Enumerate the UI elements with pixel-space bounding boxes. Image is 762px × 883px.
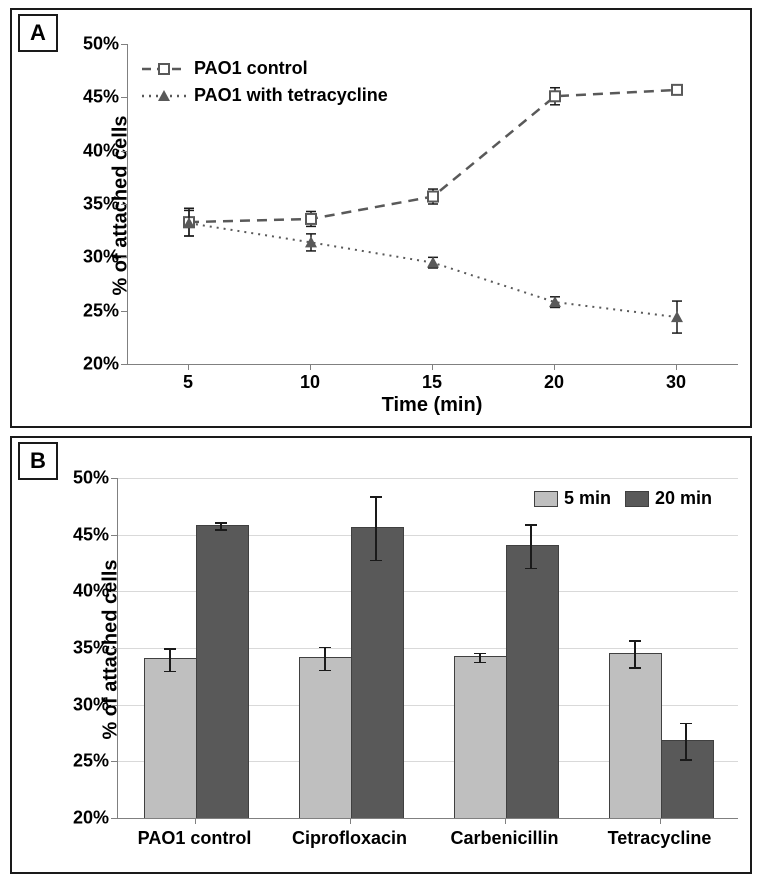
panel-a-xtick: 10 [300,372,320,393]
bar-carbenicillin-20 [506,545,559,818]
panel-b-ytick: 35% [65,638,109,659]
panel-a-xtick: 20 [544,372,564,393]
legend-item: PAO1 with tetracycline [142,85,388,106]
bar-carbenicillin-5 [454,656,507,818]
panel-b-ytick: 50% [65,468,109,489]
panel-b-xtick: Carbenicillin [450,828,558,849]
legend-item: 5 min [534,488,611,509]
panel-b-ytick: 45% [65,524,109,545]
panel-a-xtick: 5 [183,372,193,393]
bar-tetracycline-20 [661,740,714,818]
panel-b-xtick: Tetracycline [608,828,712,849]
bar-ciprofloxacin-20 [351,527,404,818]
panel-a-legend: PAO1 control PAO1 with tetracycline [142,58,388,112]
panel-b-ytick: 20% [65,808,109,829]
panel-a-ytick: 20% [75,354,119,375]
panel-b-xtick: PAO1 control [138,828,252,849]
legend-item: PAO1 control [142,58,388,79]
panel-a-ytick: 30% [75,247,119,268]
figure: A % of attached cells Time (min) PAO1 co… [0,0,762,883]
panel-b-ytick: 30% [65,694,109,715]
series-tetracycline [189,223,677,317]
panel-a-label: A [18,14,58,52]
panel-b-ytick: 40% [65,581,109,602]
panel-a: A % of attached cells Time (min) PAO1 co… [10,8,752,428]
bar-ciprofloxacin-5 [299,657,352,818]
panel-a-ytick: 25% [75,300,119,321]
panel-a-ytick: 50% [75,34,119,55]
panel-a-xtick: 15 [422,372,442,393]
legend-item: 20 min [625,488,712,509]
bar-pao1-control-5 [144,658,197,818]
panel-b-legend: 5 min 20 min [534,488,712,509]
panel-b-xtick: Ciprofloxacin [292,828,407,849]
panel-a-xtick: 30 [666,372,686,393]
bar-tetracycline-5 [609,653,662,818]
panel-b-label: B [18,442,58,480]
panel-a-ytick: 35% [75,194,119,215]
panel-a-xlabel: Time (min) [382,394,483,417]
panel-a-ytick: 40% [75,140,119,161]
panel-b-ytick: 25% [65,751,109,772]
bar-pao1-control-20 [196,525,249,818]
panel-a-ytick: 45% [75,87,119,108]
panel-b-plot [117,478,738,819]
panel-b: B % of attached cells 5 min20 min 20%25%… [10,436,752,874]
